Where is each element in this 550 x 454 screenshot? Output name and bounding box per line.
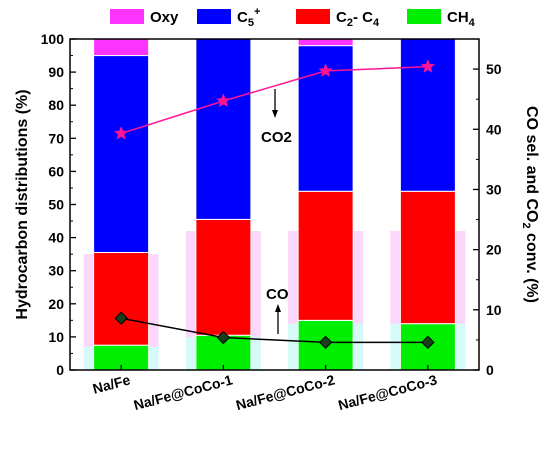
- point-co2-conv-na-fe: [113, 125, 129, 140]
- legend-label-c5: C5+: [237, 6, 260, 29]
- y-tick-label: 100: [41, 31, 65, 47]
- legend-swatch-c5: [197, 9, 231, 24]
- y2-tick-label: 50: [486, 61, 502, 77]
- legend-text-part: 4: [469, 17, 476, 29]
- y-tick-label: 40: [48, 230, 64, 246]
- point-co-sel-na-fe-coco-1: [216, 330, 231, 345]
- bar-oxy-na-fe-coco-2: [297, 38, 354, 47]
- legend-label-c2-c4: C2- C4: [336, 9, 380, 29]
- y-tick-label: 0: [56, 362, 64, 378]
- bar-c2-c4-na-fe: [93, 251, 150, 346]
- legend-text-part: - C: [353, 9, 373, 26]
- line-co2-conv: [120, 65, 428, 135]
- x-tick-label-na-fe: Na/Fe: [91, 371, 132, 396]
- legend-text-sup: +: [254, 6, 260, 18]
- arrow-co2-head: [272, 110, 278, 118]
- legend-text-part: CH: [447, 9, 469, 26]
- legend-label-ch4: CH4: [447, 9, 476, 29]
- legend-text-sub: 5: [248, 17, 254, 29]
- y2-axis-title: CO sel. and CO2 conv. (%): [520, 106, 540, 303]
- y2-tick-label: 0: [486, 362, 494, 378]
- point-co2-conv-na-fe-coco-1: [216, 93, 231, 108]
- legend-text-part: 4: [373, 17, 380, 29]
- y2-tick-label: 10: [486, 302, 502, 318]
- bar-c5-na-fe: [93, 55, 150, 253]
- legend: Oxy C5+ C2- C4 CH4: [110, 6, 476, 29]
- y-tick-label: 80: [48, 97, 64, 113]
- legend-text-part: 2: [347, 17, 353, 29]
- line-series: [113, 58, 436, 350]
- bar-oxy-na-fe: [93, 38, 150, 57]
- x-tick-label-na-fe-coco-1: Na/Fe@CoCo-1: [132, 371, 234, 413]
- x-tick-label-na-fe-coco-3: Na/Fe@CoCo-3: [336, 371, 438, 413]
- legend-swatch-ch4: [407, 9, 441, 24]
- y2-axis-title-part: CO sel. and CO: [523, 106, 540, 222]
- y-axis-title: Hydrocarbon distributions (%): [14, 89, 31, 319]
- y-tick-label: 30: [48, 263, 64, 279]
- bar-c2-c4-na-fe-coco-3: [399, 190, 456, 325]
- bar-c2-c4-na-fe-coco-1: [195, 218, 252, 336]
- x-tick-label-na-fe-coco-2: Na/Fe@CoCo-2: [234, 371, 336, 413]
- point-co2-conv-na-fe-coco-2: [318, 63, 333, 78]
- legend-text-part: C: [237, 9, 248, 26]
- y2-axis-title-part: conv. (%): [523, 229, 540, 303]
- legend-text-part: C: [336, 9, 347, 26]
- line-co-sel: [120, 317, 428, 344]
- annotation-co: CO: [266, 286, 289, 303]
- y-tick-label: 20: [48, 296, 64, 312]
- y-tick-label: 70: [48, 130, 64, 146]
- legend-label-oxy: Oxy: [150, 9, 179, 26]
- bars: [93, 38, 456, 371]
- annotations: CO2 CO: [261, 89, 292, 334]
- point-co-sel-na-fe: [114, 311, 128, 325]
- point-co2-conv-na-fe-coco-3: [420, 58, 436, 73]
- point-co-sel-na-fe-coco-2: [318, 335, 333, 350]
- legend-swatch-c2-c4: [296, 9, 330, 24]
- point-co-sel-na-fe-coco-3: [421, 335, 435, 350]
- bar-c5-na-fe-coco-1: [195, 38, 252, 220]
- annotation-co2: CO2: [261, 129, 292, 146]
- y2-tick-label: 30: [486, 181, 502, 197]
- bar-c2-c4-na-fe-coco-2: [297, 190, 354, 321]
- y-tick-label: 50: [48, 197, 64, 213]
- y2-axis-title-sub: 2: [520, 222, 532, 228]
- y2-tick-label: 20: [486, 242, 502, 258]
- legend-swatch-oxy: [110, 9, 144, 24]
- y-tick-label: 90: [48, 64, 64, 80]
- y2-tick-label: 40: [486, 121, 502, 137]
- y-tick-label: 60: [48, 163, 64, 179]
- y-tick-label: 10: [48, 329, 64, 345]
- arrow-co-head: [275, 304, 281, 312]
